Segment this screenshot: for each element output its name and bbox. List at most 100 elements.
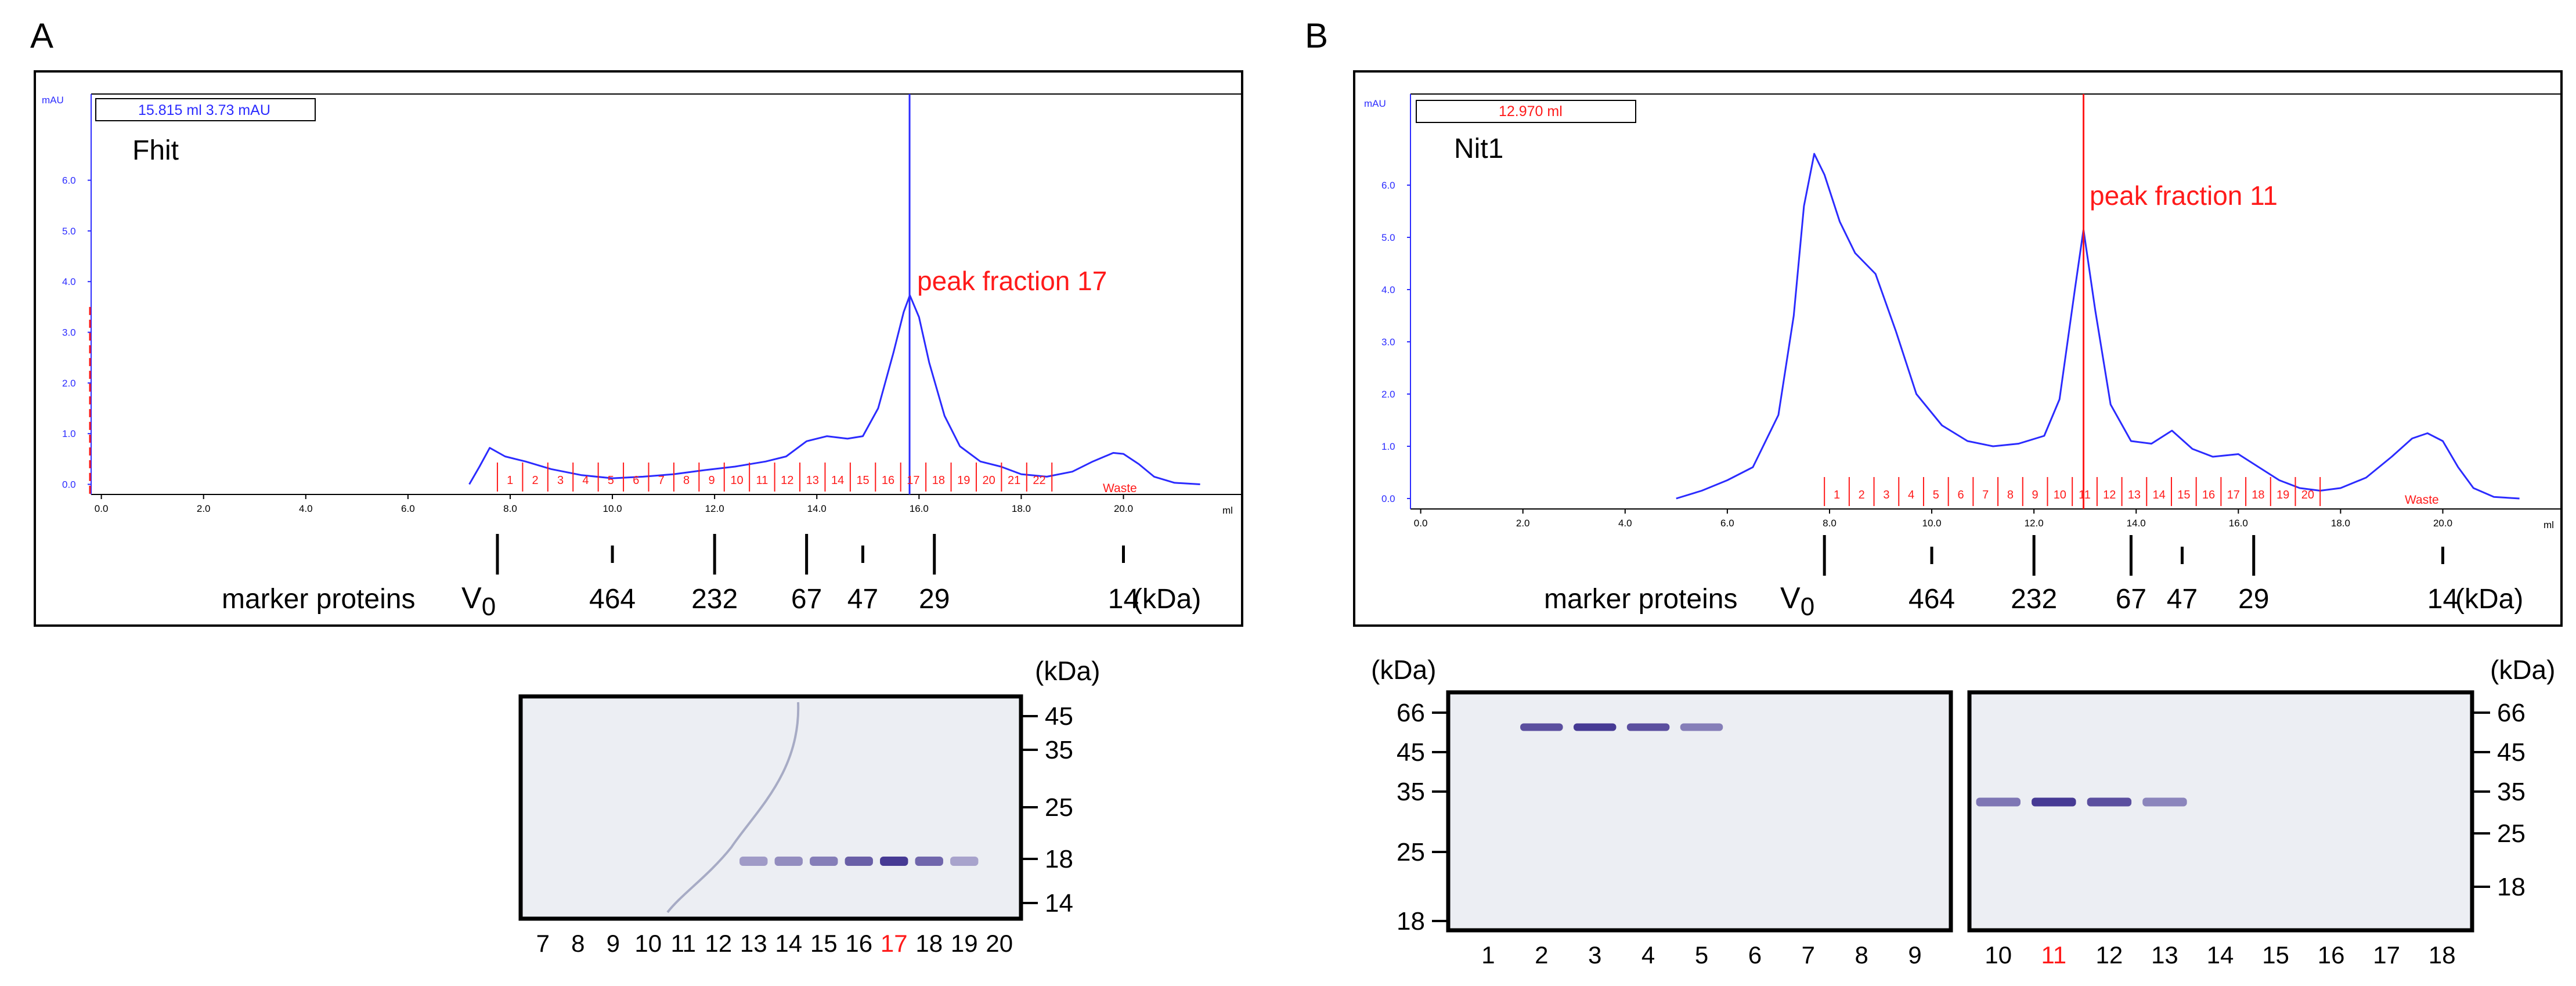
size-marker-label: 66 [1397, 699, 1425, 727]
panel-a-marker-proteins-label: marker proteins [222, 584, 415, 615]
fraction-number: 22 [1033, 474, 1045, 487]
size-marker-label: 35 [1045, 736, 1073, 764]
marker-size-label: 232 [2011, 584, 2057, 615]
y-tick-label: 3.0 [62, 327, 76, 338]
absorbance-trace [1676, 153, 2520, 500]
fraction-number: 18 [2252, 489, 2264, 501]
x-tick-label: 20.0 [2433, 518, 2452, 529]
lane-label: 7 [1802, 941, 1815, 969]
gel-b-right-background [1967, 690, 2474, 933]
panel-b-readout: 12.970 ml [1499, 103, 1563, 120]
lane-label: 11 [670, 930, 696, 957]
marker-ladder-b: 464 232 67 47 29 14 [1823, 535, 2458, 615]
fraction-number: 13 [806, 474, 819, 487]
gel-a-kda-label: (kDa) [1035, 656, 1100, 686]
y-tick-label: 1.0 [62, 428, 76, 439]
fraction-number: 7 [658, 474, 665, 487]
marker-size-label: 67 [791, 584, 822, 615]
y-tick-label: 0.0 [1381, 493, 1395, 504]
size-marker-label: 66 [2497, 699, 2526, 727]
panel-b-readout-box [1416, 100, 1636, 123]
lane-label: 14 [2207, 941, 2234, 969]
fraction-number: 7 [1982, 489, 1989, 501]
marker-size-label: 67 [2116, 584, 2146, 615]
panel-b-peak-label: peak fraction 11 [2090, 180, 2278, 211]
y-tick-label: 5.0 [1381, 232, 1395, 243]
gel-a: 45 35 25 18 14 7 8 9 10 11 12 13 14 15 16 17 18 19 20 (kD… [518, 656, 1100, 957]
fraction-number: 14 [831, 474, 844, 487]
protein-band [915, 857, 943, 866]
gel-b-kda-right-label: (kDa) [2490, 655, 2555, 685]
fraction-number: 9 [708, 474, 715, 487]
x-tick-label: 0.0 [1414, 518, 1428, 529]
x-tick-label: 8.0 [503, 503, 517, 514]
panel-a-v0-marker: V0 [461, 582, 496, 621]
fraction-number: 13 [2128, 489, 2141, 501]
size-marker-label: 45 [1045, 702, 1073, 731]
chart-a: 0.0 2.0 4.0 6.0 8.0 10.0 12.0 14.0 16.0 18.0 20.00… [62, 93, 1241, 514]
gel-b-kda-left-label: (kDa) [1371, 655, 1436, 685]
protein-band [845, 857, 873, 866]
lane-label: 14 [775, 930, 802, 957]
lane-label: 5 [1695, 941, 1708, 969]
lane-label: 18 [2429, 941, 2456, 969]
panel-a-readout-box [95, 98, 316, 121]
fraction-number: 1 [507, 474, 513, 487]
chart-b: 0.0 2.0 4.0 6.0 8.0 10.0 12.0 14.0 16.0 18.0 20.00… [1381, 93, 2560, 529]
fraction-number: 17 [907, 474, 919, 487]
lane-label: 9 [607, 930, 620, 957]
panel-b-y-unit: mAU [1364, 98, 1386, 109]
fraction-number: 3 [1883, 489, 1889, 501]
panel-b-marker-proteins-label: marker proteins [1544, 584, 1737, 615]
marker-size-label: 14 [1108, 584, 1139, 615]
size-marker-label: 45 [2497, 738, 2526, 767]
fraction-number: 1 [1834, 489, 1840, 501]
fraction-number: 17 [2227, 489, 2240, 501]
x-tick-label: 4.0 [1618, 518, 1632, 529]
gel-a-background [518, 694, 1023, 921]
lane-label-highlighted: 11 [2041, 941, 2067, 969]
marker-size-label: 29 [2238, 584, 2269, 615]
protein-band [2087, 797, 2132, 807]
lane-label: 2 [1535, 941, 1548, 969]
lane-label: 10 [1985, 941, 2012, 969]
size-marker-label: 18 [1045, 845, 1073, 873]
size-marker-label: 35 [1397, 778, 1425, 806]
fraction-number: 12 [2103, 489, 2116, 501]
fraction-number: 5 [1933, 489, 1939, 501]
x-tick-label: 10.0 [1922, 518, 1942, 529]
x-tick-label: 18.0 [2331, 518, 2350, 529]
fraction-number: 2 [1859, 489, 1865, 501]
size-marker-label: 14 [1045, 889, 1073, 918]
fraction-number: 14 [2153, 489, 2166, 501]
x-tick-label: 14.0 [807, 503, 827, 514]
size-marker-label: 25 [2497, 819, 2526, 848]
fraction-number: 21 [1008, 474, 1020, 487]
x-tick-label: 2.0 [1516, 518, 1530, 529]
panel-b-label: B [1305, 16, 1328, 55]
fraction-number: 9 [2032, 489, 2039, 501]
marker-size-label: 464 [1908, 584, 1955, 615]
fraction-number: 11 [756, 474, 769, 487]
protein-band [1680, 723, 1723, 731]
y-tick-label: 6.0 [62, 175, 76, 186]
y-tick-label: 0.0 [62, 479, 76, 490]
x-tick-label: 14.0 [2127, 518, 2146, 529]
absorbance-trace [468, 294, 1200, 485]
lane-label: 13 [740, 930, 767, 957]
fraction-number: 20 [983, 474, 995, 487]
fraction-number: 3 [557, 474, 564, 487]
protein-band [2032, 797, 2076, 807]
fraction-number: 8 [2007, 489, 2014, 501]
lane-label: 10 [634, 930, 662, 957]
fraction-number: 16 [2202, 489, 2215, 501]
marker-size-label: 14 [2427, 584, 2458, 615]
lane-label: 9 [1908, 941, 1921, 969]
fraction-number: 19 [957, 474, 970, 487]
panel-a-kda-label: (kDa) [1133, 584, 1201, 615]
size-marker-label: 35 [2497, 778, 2526, 806]
fraction-number: 11 [2079, 489, 2091, 501]
panel-a-y-unit: mAU [42, 95, 64, 106]
protein-band [880, 857, 908, 866]
